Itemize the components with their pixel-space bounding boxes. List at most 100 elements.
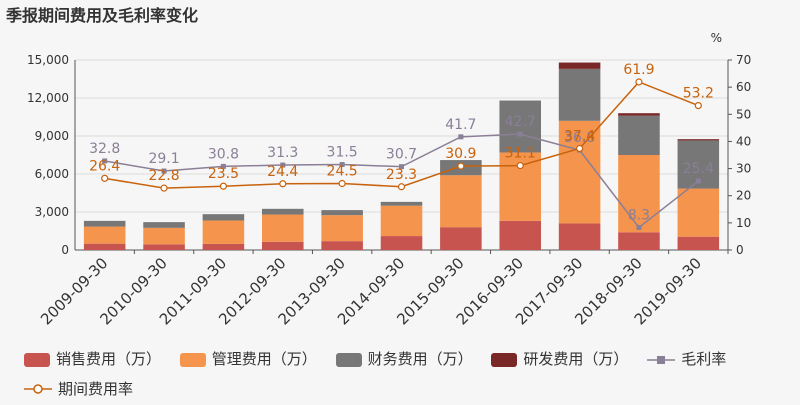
bar-sales [380,236,423,250]
data-label-expense-ratio: 24.4 [267,164,298,180]
y-right-tick-label: 0 [736,243,744,257]
legend-swatch-rnd [491,352,518,367]
point-gross-margin [161,168,167,174]
bar-sales [321,241,363,250]
y-right-tick-label: 70 [736,53,751,67]
point-expense-ratio [219,182,228,190]
point-gross-margin [695,178,701,184]
legend-label-finance: 财务费用（万） [367,350,473,368]
bar-sales [677,236,720,250]
bar-finance [83,220,126,227]
data-label-gross-margin: 42.7 [505,114,536,130]
bar-admin [380,205,423,237]
bar-rnd [558,62,601,69]
y-right-tick-label: 60 [736,80,751,94]
data-label-expense-ratio: 23.3 [386,167,417,183]
bar-finance [261,208,304,215]
bar-rnd [677,139,720,141]
bar-admin [618,155,660,233]
legend-item-gross-margin[interactable]: 毛利率 [647,346,726,373]
point-expense-ratio [160,184,168,192]
chart-title: 季报期间费用及毛利率变化 [6,6,199,25]
point-expense-ratio [635,78,643,86]
y-left-tick-label: 6,000 [35,167,69,181]
bar-admin [143,227,185,245]
y-left-tick-label: 15,000 [27,53,69,67]
legend-item-rnd[interactable]: 研发费用（万） [491,346,628,373]
legend-swatch-expense-ratio [24,384,52,394]
point-gross-margin [399,164,404,170]
bar-finance [202,214,245,221]
legend-item-sales[interactable]: 销售费用（万） [24,346,161,373]
y-right-tick-label: 40 [736,134,751,148]
data-label-gross-margin: 32.8 [89,141,120,157]
legend-label-sales: 销售费用（万） [56,350,162,368]
y-right-tick-label: 20 [736,189,751,203]
point-expense-ratio [279,180,287,188]
y-left-tick-label: 12,000 [27,91,69,105]
point-gross-margin [280,162,286,168]
point-expense-ratio [338,179,346,188]
point-gross-margin [220,163,226,169]
point-gross-margin [517,131,523,137]
point-expense-ratio [694,101,702,110]
legend-item-admin[interactable]: 管理费用（万） [179,346,317,373]
legend-swatch-gross-margin [647,355,676,364]
bar-admin [83,226,126,244]
legend-swatch-admin [179,352,206,367]
data-label-expense-ratio: 23.5 [208,166,239,182]
legend: 销售费用（万） 管理费用（万） 财务费用（万） 研发费用（万） 毛利率 期间费用… [24,346,794,405]
bar-admin [321,215,363,242]
point-expense-ratio [575,144,584,153]
y-right-unit: % [711,31,722,45]
point-gross-margin [339,162,345,167]
bar-sales [202,243,245,250]
data-label-gross-margin: 41.7 [445,117,476,133]
bar-finance [558,68,601,121]
point-expense-ratio [516,161,524,170]
data-label-expense-ratio: 53.2 [683,86,714,102]
bar-finance [618,115,660,155]
data-label-expense-ratio: 24.5 [327,164,358,180]
bar-admin [677,188,720,237]
data-label-expense-ratio: 26.4 [89,158,120,174]
point-gross-margin [458,134,464,140]
legend-item-finance[interactable]: 财务费用（万） [335,346,473,373]
point-gross-margin [102,158,108,164]
legend-label-rnd: 研发费用（万） [523,350,629,368]
bar-admin [261,214,304,242]
data-label-gross-margin: 36.8 [564,130,595,146]
y-right-tick-label: 50 [736,107,751,121]
data-label-expense-ratio: 31.1 [505,146,536,162]
point-expense-ratio [101,174,109,182]
bar-sales [83,243,126,250]
data-label-gross-margin: 30.7 [386,147,417,163]
legend-item-expense-ratio[interactable]: 期间费用率 [24,376,133,403]
point-gross-margin [636,224,642,230]
data-label-gross-margin: 25.4 [683,161,714,177]
data-label-gross-margin: 31.5 [327,145,358,161]
bar-sales [618,232,660,250]
legend-swatch-finance [335,352,362,367]
y-left-tick-label: 9,000 [35,129,69,143]
legend-label-gross-margin: 毛利率 [681,350,727,368]
bar-rnd [618,113,660,116]
bar-sales [143,244,185,250]
legend-swatch-sales [24,352,50,367]
bar-sales [499,220,542,250]
bar-finance [143,222,185,228]
data-label-expense-ratio: 22.8 [148,168,179,184]
bar-sales [558,223,601,250]
bar-sales [440,227,482,250]
data-label-expense-ratio: 61.9 [623,62,654,78]
bar-finance [499,100,542,153]
bar-admin [558,120,601,224]
bar-sales [261,241,304,250]
data-label-gross-margin: 31.3 [267,145,298,161]
legend-label-admin: 管理费用（万） [211,350,317,368]
bar-admin [202,220,245,244]
y-left-tick-label: 3,000 [35,205,69,219]
bar-admin [440,175,482,228]
y-left-tick-label: 0 [61,243,69,257]
